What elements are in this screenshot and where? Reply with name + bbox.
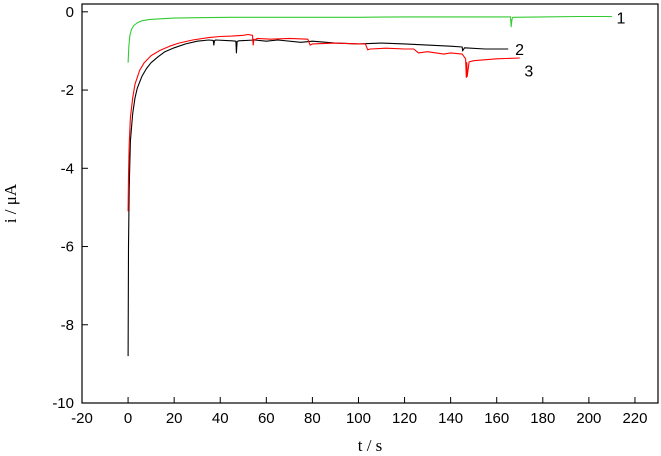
y-axis-ticks: 0 -2 -4 -6 -8 -10 bbox=[52, 4, 88, 412]
x-tick-label: 80 bbox=[304, 410, 321, 427]
x-tick-label: 40 bbox=[212, 410, 229, 427]
series-line-3 bbox=[127, 33, 520, 212]
x-tick-label: 20 bbox=[166, 410, 183, 427]
x-tick-label: 0 bbox=[124, 410, 132, 427]
series-line-1 bbox=[127, 15, 612, 63]
plot-frame bbox=[81, 3, 659, 404]
y-tick-label: -10 bbox=[52, 395, 74, 412]
y-tick-label: -6 bbox=[61, 239, 74, 256]
curve-labels: 1 23 bbox=[515, 11, 625, 81]
x-tick-label: -20 bbox=[71, 410, 93, 427]
y-axis-title: i / μA bbox=[1, 183, 20, 223]
curve-label-1: 1 bbox=[617, 11, 626, 28]
x-axis-title: t / s bbox=[358, 436, 383, 455]
series-layer bbox=[127, 15, 612, 357]
x-tick-label: 220 bbox=[622, 410, 647, 427]
series-line-2 bbox=[127, 39, 509, 357]
x-tick-label: 180 bbox=[530, 410, 555, 427]
x-tick-label: 140 bbox=[438, 410, 463, 427]
x-axis-ticks: -20 0 20 40 60 80 100 120 140 160 180 200 220 bbox=[71, 397, 647, 427]
x-tick-label: 200 bbox=[576, 410, 601, 427]
y-tick-label: 0 bbox=[66, 4, 74, 21]
curve-label-3: 3 bbox=[524, 64, 533, 81]
x-tick-label: 120 bbox=[392, 410, 417, 427]
curve-label-2: 2 bbox=[515, 42, 524, 59]
y-tick-label: -8 bbox=[61, 317, 74, 334]
x-tick-label: 100 bbox=[346, 410, 371, 427]
x-tick-label: 160 bbox=[484, 410, 509, 427]
plot-area: -20 0 20 40 60 80 100 120 140 160 180 200 220 0 -2 -4 -… bbox=[52, 3, 659, 427]
y-tick-label: -4 bbox=[61, 160, 74, 177]
y-tick-label: -2 bbox=[61, 82, 74, 99]
x-tick-label: 60 bbox=[258, 410, 275, 427]
